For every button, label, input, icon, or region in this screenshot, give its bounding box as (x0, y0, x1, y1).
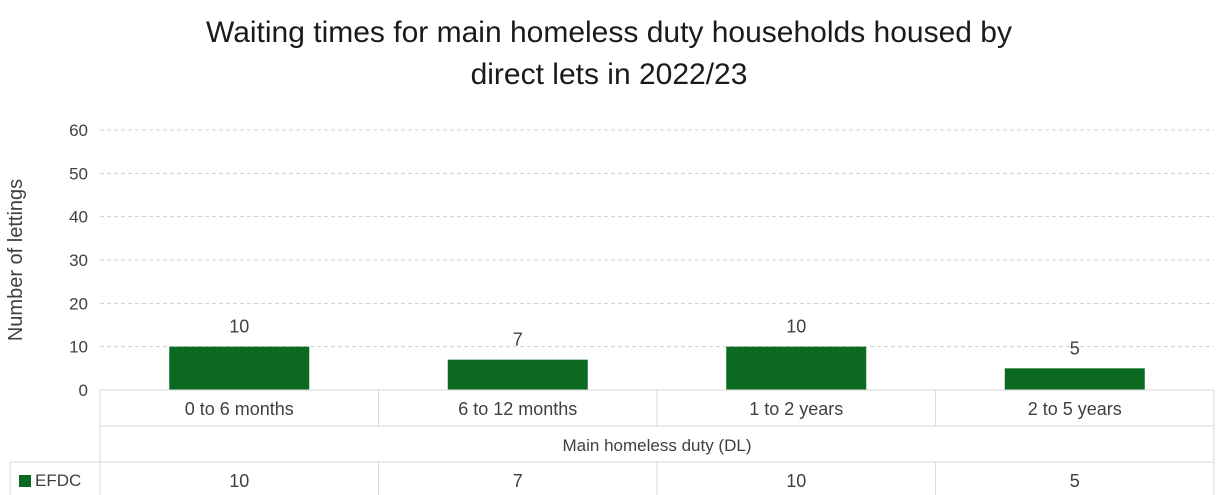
bar-6-to-12-months (447, 359, 588, 390)
bar-0-to-6-months (169, 346, 310, 390)
table-value: 7 (513, 471, 523, 491)
x-tick-label: 1 to 2 years (749, 399, 843, 419)
legend-label-efdc: EFDC (35, 471, 81, 490)
bar-1-to-2-years (726, 346, 867, 390)
chart-title-line-1: Waiting times for main homeless duty hou… (206, 16, 1012, 49)
y-tick-label: 40 (69, 208, 88, 227)
data-label: 7 (513, 330, 523, 350)
data-label: 5 (1070, 338, 1080, 358)
y-tick-label: 10 (69, 338, 88, 357)
y-tick-label: 0 (79, 381, 88, 400)
bar-2-to-5-years (1004, 368, 1145, 390)
y-tick-label: 30 (69, 251, 88, 270)
y-axis-label: Number of lettings (5, 179, 27, 341)
data-label: 10 (786, 317, 806, 337)
table-value: 10 (786, 471, 806, 491)
x-tick-label: 2 to 5 years (1028, 399, 1122, 419)
data-label: 10 (229, 317, 249, 337)
y-tick-label: 50 (69, 164, 88, 183)
chart-title: Waiting times for main homeless duty hou… (0, 12, 1218, 96)
x-group-label: Main homeless duty (DL) (563, 436, 752, 455)
y-tick-label: 20 (69, 294, 88, 313)
y-tick-label: 60 (69, 121, 88, 140)
x-tick-label: 0 to 6 months (185, 399, 294, 419)
table-value: 5 (1070, 471, 1080, 491)
chart-title-line-2: direct lets in 2022/23 (470, 58, 748, 91)
x-tick-label: 6 to 12 months (458, 399, 577, 419)
legend-swatch-efdc (19, 475, 31, 487)
table-value: 10 (229, 471, 249, 491)
